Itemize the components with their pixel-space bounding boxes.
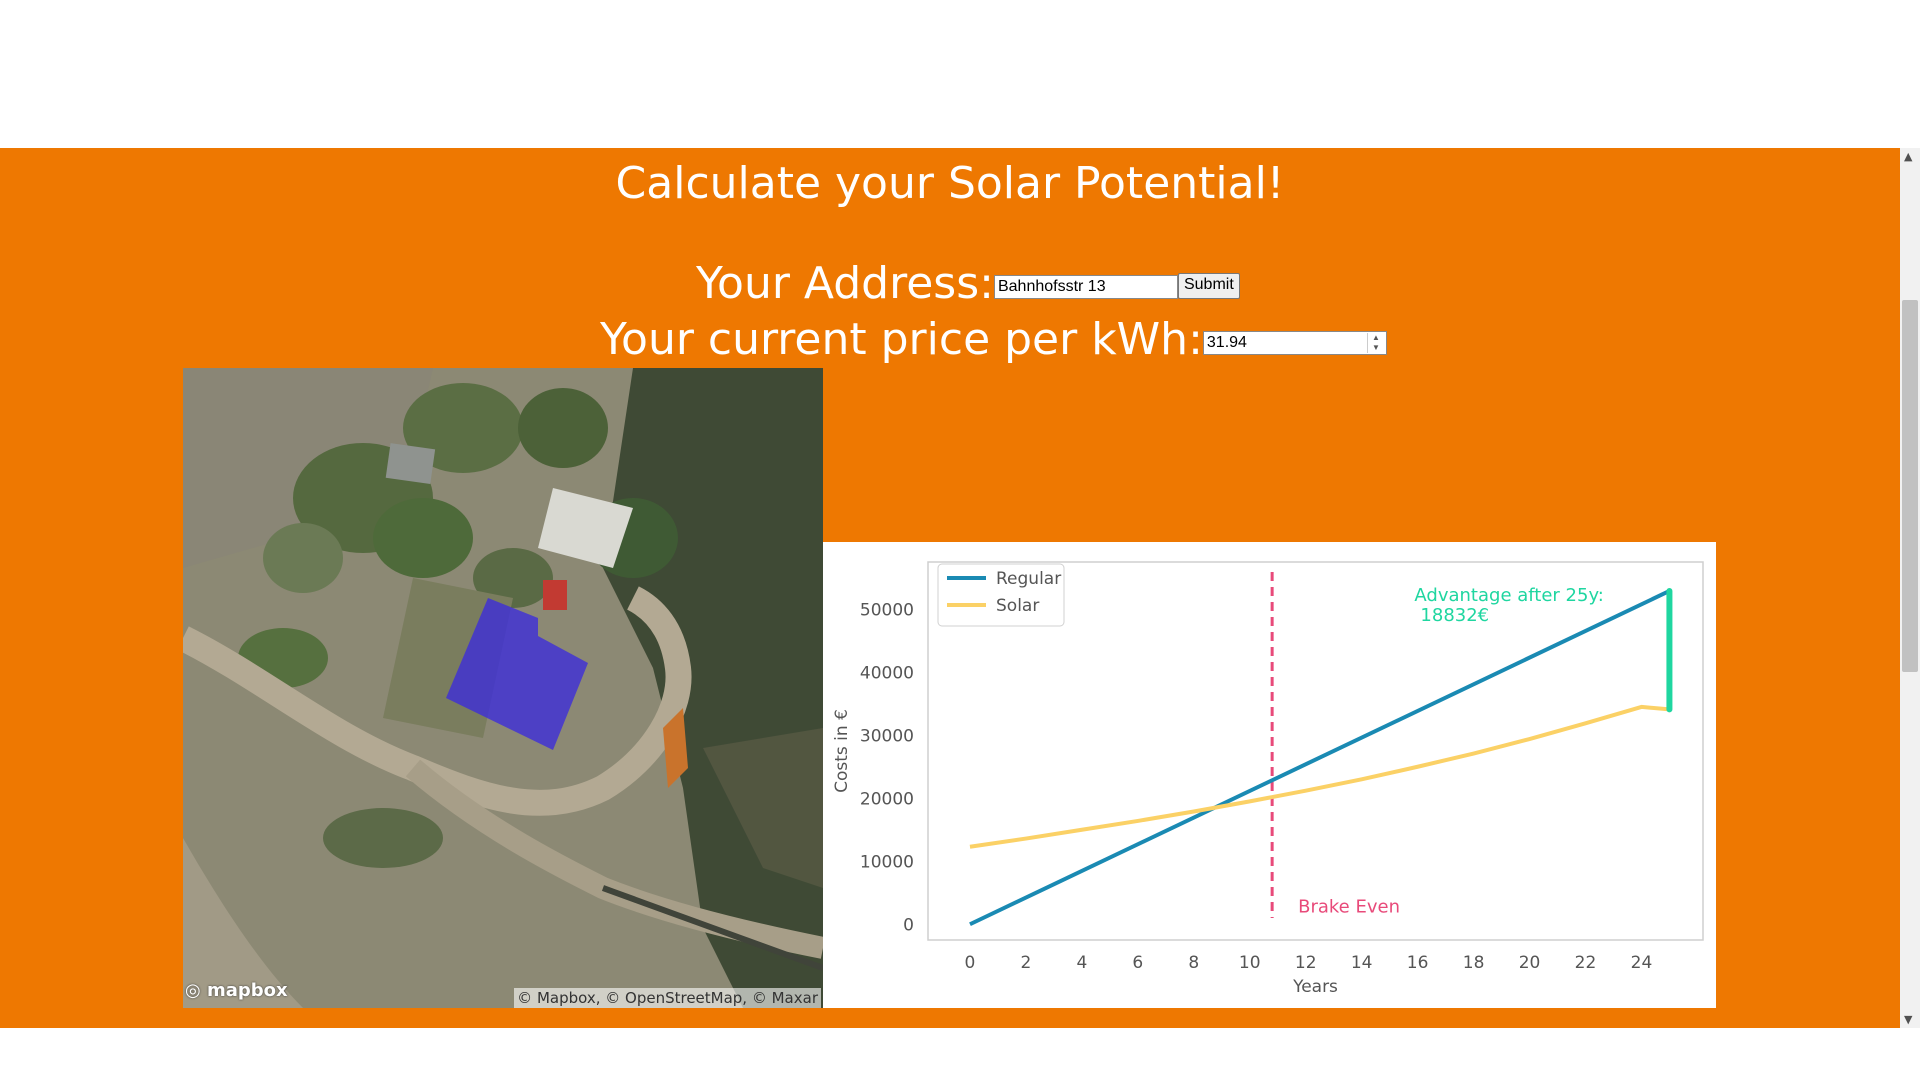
mapbox-icon: ◎: [185, 980, 201, 1001]
address-label: Your Address:: [696, 258, 994, 309]
y-tick-label: 0: [903, 915, 914, 935]
x-tick-label: 14: [1351, 953, 1373, 973]
address-input[interactable]: Bahnhofsstr 13: [993, 275, 1178, 299]
y-tick-label: 40000: [860, 663, 914, 683]
x-tick-label: 22: [1575, 953, 1597, 973]
scroll-up-icon[interactable]: ▲: [1904, 150, 1913, 163]
x-tick-label: 10: [1239, 953, 1261, 973]
price-value: 31.94: [1206, 334, 1247, 351]
number-spinner[interactable]: ▲ ▼: [1366, 333, 1384, 353]
x-tick-label: 0: [965, 953, 976, 973]
price-row: Your current price per kWh: 31.94 ▲ ▼: [0, 314, 1900, 365]
advantage-value: 18832€: [1420, 605, 1489, 626]
scroll-down-icon[interactable]: ▼: [1904, 1013, 1913, 1026]
satellite-imagery: [183, 368, 823, 1008]
x-axis-label: Years: [1292, 977, 1338, 997]
mapbox-logo-text: mapbox: [207, 980, 288, 1001]
submit-button[interactable]: Submit: [1177, 273, 1240, 299]
series-line-solar: [969, 704, 1670, 849]
roof-highlight[interactable]: [446, 598, 588, 750]
x-tick-label: 8: [1188, 953, 1199, 973]
y-tick-label: 20000: [860, 789, 914, 809]
x-tick-label: 12: [1295, 953, 1317, 973]
price-input[interactable]: 31.94 ▲ ▼: [1202, 331, 1387, 355]
x-tick-label: 18: [1463, 953, 1485, 973]
x-tick-label: 4: [1076, 953, 1087, 973]
cost-chart: 0 2 4 6 8 10 12 14 16 18 20 22 24 0 10000 20000 30000 400…: [823, 542, 1716, 1008]
address-row: Your Address: Bahnhofsstr 13 Submit: [0, 258, 1900, 309]
y-axis-label: Costs in €: [832, 709, 852, 793]
page-title: Calculate your Solar Potential!: [615, 158, 1285, 209]
x-tick-label: 16: [1407, 953, 1429, 973]
map-attribution[interactable]: © Mapbox, © OpenStreetMap, © Maxar: [514, 988, 821, 1008]
y-tick-label: 30000: [860, 726, 914, 746]
x-tick-label: 6: [1132, 953, 1143, 973]
advantage-label: Advantage after 25y:: [1414, 585, 1603, 606]
price-label: Your current price per kWh:: [600, 314, 1203, 365]
legend-label-regular: Regular: [996, 569, 1061, 589]
series-line-regular: [969, 589, 1671, 927]
x-tick-label: 2: [1021, 953, 1032, 973]
x-tick-label: 20: [1519, 953, 1541, 973]
y-tick-label: 50000: [860, 600, 914, 620]
y-tick-label: 10000: [860, 852, 914, 872]
mapbox-logo[interactable]: ◎ mapbox: [185, 980, 288, 1001]
break-even-label: Brake Even: [1298, 896, 1400, 917]
scroll-thumb[interactable]: [1902, 300, 1918, 672]
cost-chart-svg: 0 2 4 6 8 10 12 14 16 18 20 22 240100002000030000400…: [832, 561, 1704, 997]
vertical-scrollbar[interactable]: ▲ ▼: [1900, 148, 1920, 1028]
x-tick-label: 24: [1631, 953, 1653, 973]
legend-label-solar: Solar: [996, 596, 1039, 616]
satellite-map[interactable]: ◎ mapbox © Mapbox, © OpenStreetMap, © Ma…: [183, 368, 823, 1008]
